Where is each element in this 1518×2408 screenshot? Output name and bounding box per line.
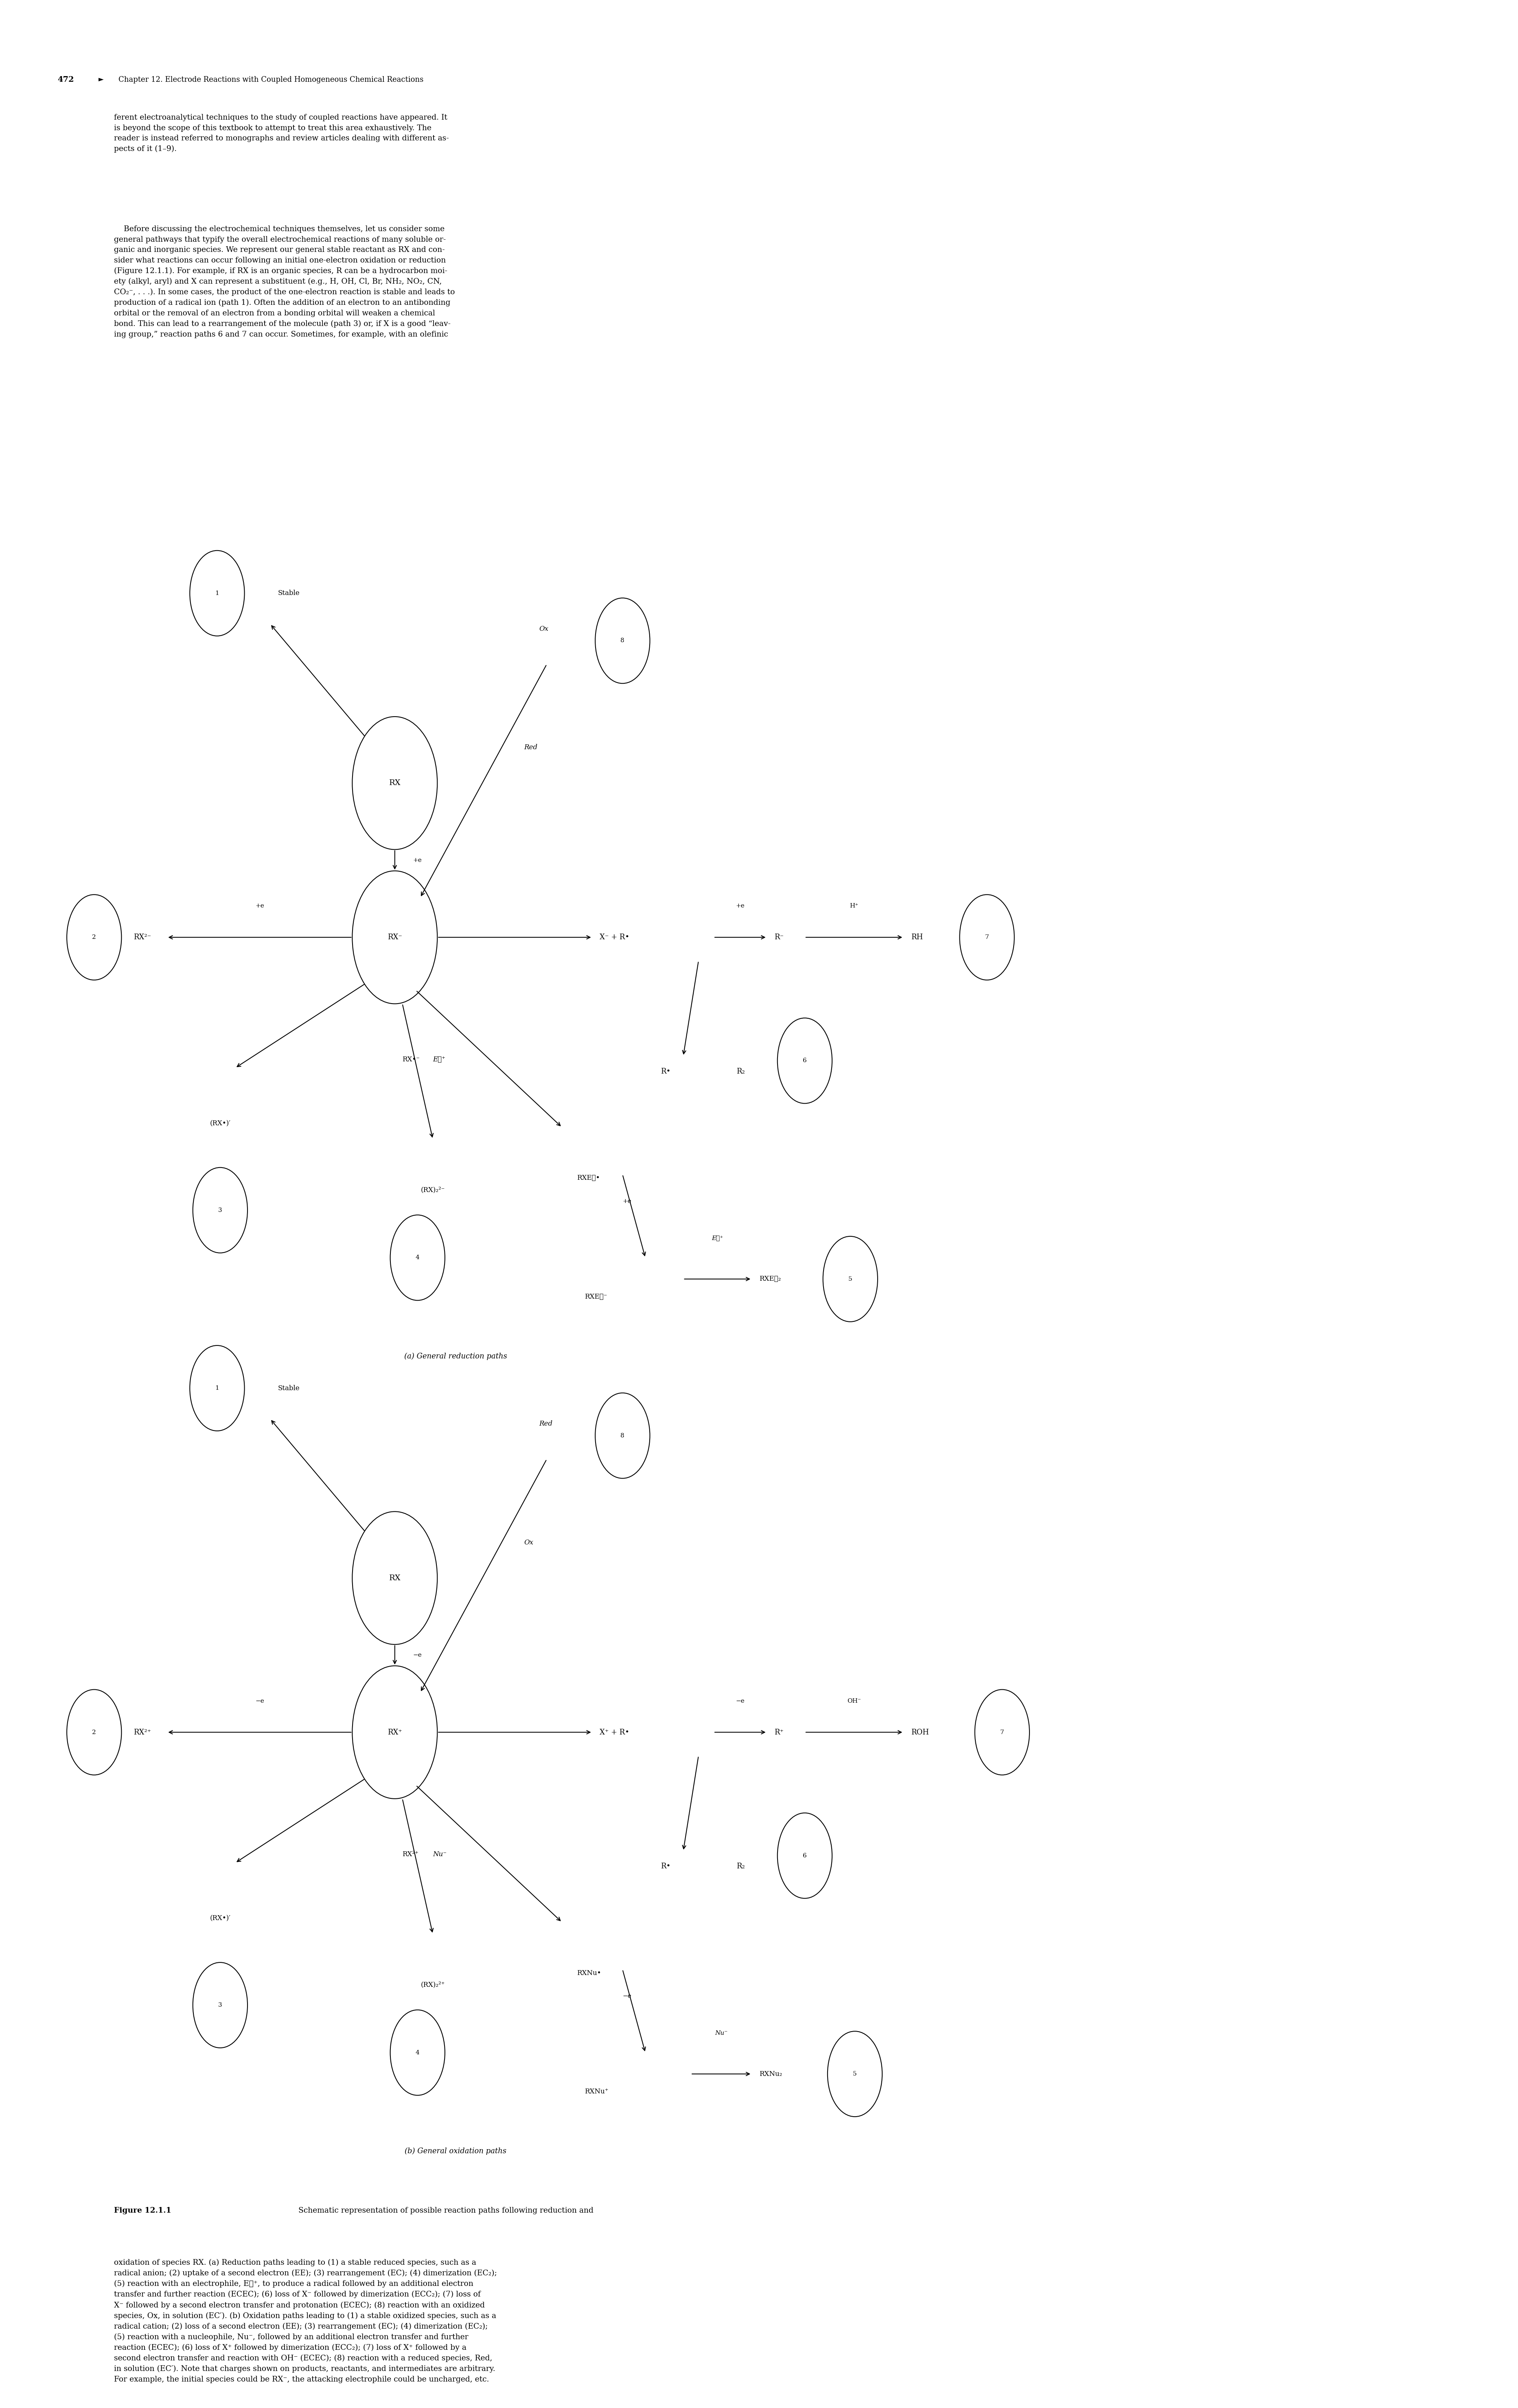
Text: −e: −e xyxy=(413,1652,422,1659)
Text: 1: 1 xyxy=(216,1385,219,1392)
Text: R⁻: R⁻ xyxy=(774,934,783,942)
Text: +e: +e xyxy=(622,1199,631,1204)
Text: RX•⁻: RX•⁻ xyxy=(402,1057,420,1062)
Text: Red: Red xyxy=(524,744,537,751)
Text: +e: +e xyxy=(255,903,264,908)
Text: −e: −e xyxy=(736,1698,744,1705)
Text: Eℓ⁺: Eℓ⁺ xyxy=(433,1057,445,1062)
Text: (b) General oxidation paths: (b) General oxidation paths xyxy=(404,2148,507,2155)
Text: (RX•)′: (RX•)′ xyxy=(209,1120,231,1127)
Text: ►: ► xyxy=(99,77,103,84)
Text: 3: 3 xyxy=(219,2003,222,2008)
Text: RXEℓ⁻: RXEℓ⁻ xyxy=(584,1293,607,1300)
Text: ROH: ROH xyxy=(911,1729,929,1736)
Text: 5: 5 xyxy=(849,1276,852,1281)
Text: (a) General reduction paths: (a) General reduction paths xyxy=(404,1353,507,1361)
Text: RX⁺: RX⁺ xyxy=(387,1729,402,1736)
Text: 6: 6 xyxy=(803,1057,806,1064)
Text: RX⁻: RX⁻ xyxy=(387,934,402,942)
Text: Stable: Stable xyxy=(278,590,299,597)
Text: Chapter 12. Electrode Reactions with Coupled Homogeneous Chemical Reactions: Chapter 12. Electrode Reactions with Cou… xyxy=(118,77,424,84)
Text: RX²⁺: RX²⁺ xyxy=(402,1852,419,1859)
Text: RH: RH xyxy=(911,934,923,942)
Text: 472: 472 xyxy=(58,77,74,84)
Text: 5: 5 xyxy=(853,2071,856,2076)
Text: X⁺ + R•: X⁺ + R• xyxy=(600,1729,630,1736)
Text: 2: 2 xyxy=(93,1729,96,1736)
Text: R₂: R₂ xyxy=(736,1864,745,1871)
Text: 4: 4 xyxy=(416,1255,419,1259)
Text: H⁺: H⁺ xyxy=(850,903,858,908)
Text: 4: 4 xyxy=(416,2049,419,2056)
Text: −e: −e xyxy=(255,1698,264,1705)
Text: Red: Red xyxy=(539,1421,553,1428)
Text: R₂: R₂ xyxy=(736,1067,745,1074)
Text: R•: R• xyxy=(660,1864,671,1871)
Text: 3: 3 xyxy=(219,1206,222,1214)
Text: X⁻ + R•: X⁻ + R• xyxy=(600,934,630,942)
Text: (RX)₂²⁻: (RX)₂²⁻ xyxy=(420,1187,445,1194)
Text: (RX)₂²⁺: (RX)₂²⁺ xyxy=(420,1982,445,1989)
Text: OH⁻: OH⁻ xyxy=(847,1698,861,1705)
Text: Ox: Ox xyxy=(524,1539,533,1546)
Text: 2: 2 xyxy=(93,934,96,939)
Text: RXNu•: RXNu• xyxy=(577,1970,601,1977)
Text: RX: RX xyxy=(389,780,401,787)
Text: 7: 7 xyxy=(1000,1729,1003,1736)
Text: Schematic representation of possible reaction paths following reduction and: Schematic representation of possible rea… xyxy=(288,2206,594,2215)
Text: oxidation of species RX. (a) Reduction paths leading to (1) a stable reduced spe: oxidation of species RX. (a) Reduction p… xyxy=(114,2259,496,2384)
Text: Figure 12.1.1: Figure 12.1.1 xyxy=(114,2206,172,2215)
Text: +e: +e xyxy=(736,903,744,908)
Text: RXNu₂: RXNu₂ xyxy=(759,2071,782,2078)
Text: RXEℓ₂: RXEℓ₂ xyxy=(759,1276,780,1283)
Text: +e: +e xyxy=(413,857,422,862)
Text: 8: 8 xyxy=(621,1433,624,1438)
Text: Stable: Stable xyxy=(278,1385,299,1392)
Text: RX²⁻: RX²⁻ xyxy=(134,934,152,942)
Text: 8: 8 xyxy=(621,638,624,643)
Text: RXNu⁺: RXNu⁺ xyxy=(584,2088,609,2095)
Text: RX²⁺: RX²⁺ xyxy=(134,1729,152,1736)
Text: ferent electroanalytical techniques to the study of coupled reactions have appea: ferent electroanalytical techniques to t… xyxy=(114,113,449,152)
Text: RXEℓ•: RXEℓ• xyxy=(577,1175,600,1182)
Text: R•: R• xyxy=(660,1067,671,1074)
Text: 6: 6 xyxy=(803,1852,806,1859)
Text: 1: 1 xyxy=(216,590,219,597)
Text: Before discussing the electrochemical techniques themselves, let us consider som: Before discussing the electrochemical te… xyxy=(114,226,455,337)
Text: Ox: Ox xyxy=(539,626,548,633)
Text: R⁺: R⁺ xyxy=(774,1729,783,1736)
Text: 7: 7 xyxy=(985,934,988,939)
Text: RX: RX xyxy=(389,1575,401,1582)
Text: Nu⁻: Nu⁻ xyxy=(433,1852,446,1859)
Text: (RX•)′: (RX•)′ xyxy=(209,1914,231,1922)
Text: −e: −e xyxy=(622,1994,631,1999)
Text: Nu⁻: Nu⁻ xyxy=(715,2030,727,2037)
Text: Eℓ⁺: Eℓ⁺ xyxy=(712,1235,723,1240)
